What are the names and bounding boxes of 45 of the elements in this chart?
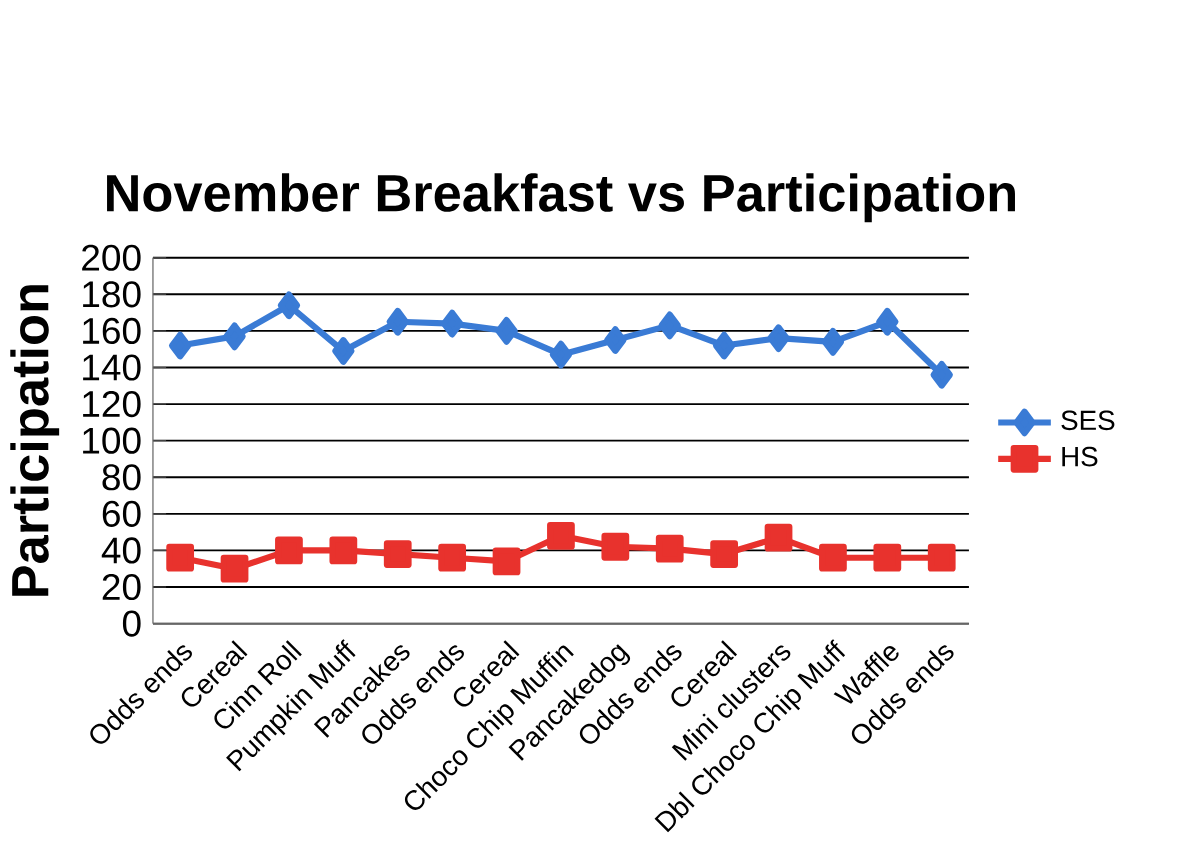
point [386,308,409,336]
y-tick-label: 60 [102,500,141,528]
point [492,547,521,576]
legend-label: SES [1061,410,1115,431]
point [495,317,518,346]
point [764,523,793,552]
point [275,536,303,565]
point [930,361,953,389]
point [767,324,790,353]
point [927,544,956,572]
point [440,309,464,338]
point [655,534,684,563]
y-tick-label: 0 [122,610,141,637]
point [710,540,739,569]
point [166,544,195,572]
point [821,328,845,356]
point [876,308,899,336]
y-tick-label: 140 [83,354,141,381]
point [383,540,412,569]
point [873,544,902,572]
y-tick-label: 40 [101,537,141,564]
y-tick-label: 80 [102,464,141,491]
y-tick-label: 120 [83,391,141,418]
chart-title: November Breakfast vs Participation [107,173,1015,223]
point [658,311,681,340]
point [220,555,249,583]
point [549,341,573,369]
point [168,331,192,360]
point [329,536,358,565]
point [332,337,355,366]
y-tick-label: 20 [102,574,141,601]
y-tick-label: 160 [83,318,141,345]
legend-label: HS [1062,447,1098,467]
point [601,533,630,561]
point [547,522,575,550]
point [819,544,847,572]
y-tick-label: 180 [83,281,141,308]
point [223,322,246,351]
point [604,326,627,355]
y-tick-label: 100 [83,427,141,454]
point [712,331,736,360]
y-tick-label: 200 [82,244,141,272]
y-axis-title: Participation [10,285,60,597]
point [438,544,467,572]
point [277,291,301,320]
